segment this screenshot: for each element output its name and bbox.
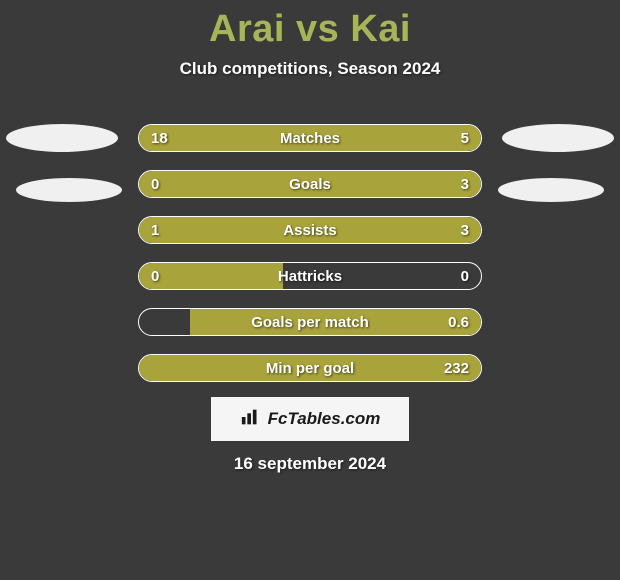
stat-label: Min per goal — [139, 355, 481, 381]
stat-bar: 13Assists — [138, 216, 482, 244]
stat-label: Assists — [139, 217, 481, 243]
stat-bar: 0.6Goals per match — [138, 308, 482, 336]
stat-bar: 03Goals — [138, 170, 482, 198]
page-title: Arai vs Kai — [0, 0, 620, 51]
subtitle: Club competitions, Season 2024 — [0, 59, 620, 79]
player-right-avatar-2 — [498, 178, 604, 202]
stats-bars: 185Matches 03Goals 13Assists 00Hattricks 0.6… — [138, 124, 482, 400]
stat-bar: 185Matches — [138, 124, 482, 152]
stat-label: Goals per match — [139, 309, 481, 335]
stat-bar: 232Min per goal — [138, 354, 482, 382]
player-left-avatar-2 — [16, 178, 122, 202]
stat-label: Matches — [139, 125, 481, 151]
date-text: 16 september 2024 — [0, 454, 620, 474]
fctables-badge: FcTables.com — [211, 397, 409, 441]
player-right-avatar-1 — [502, 124, 614, 152]
badge-text: FcTables.com — [268, 409, 381, 429]
stat-bar: 00Hattricks — [138, 262, 482, 290]
stat-label: Hattricks — [139, 263, 481, 289]
player-left-avatar-1 — [6, 124, 118, 152]
stat-label: Goals — [139, 171, 481, 197]
bar-chart-icon — [240, 406, 262, 433]
